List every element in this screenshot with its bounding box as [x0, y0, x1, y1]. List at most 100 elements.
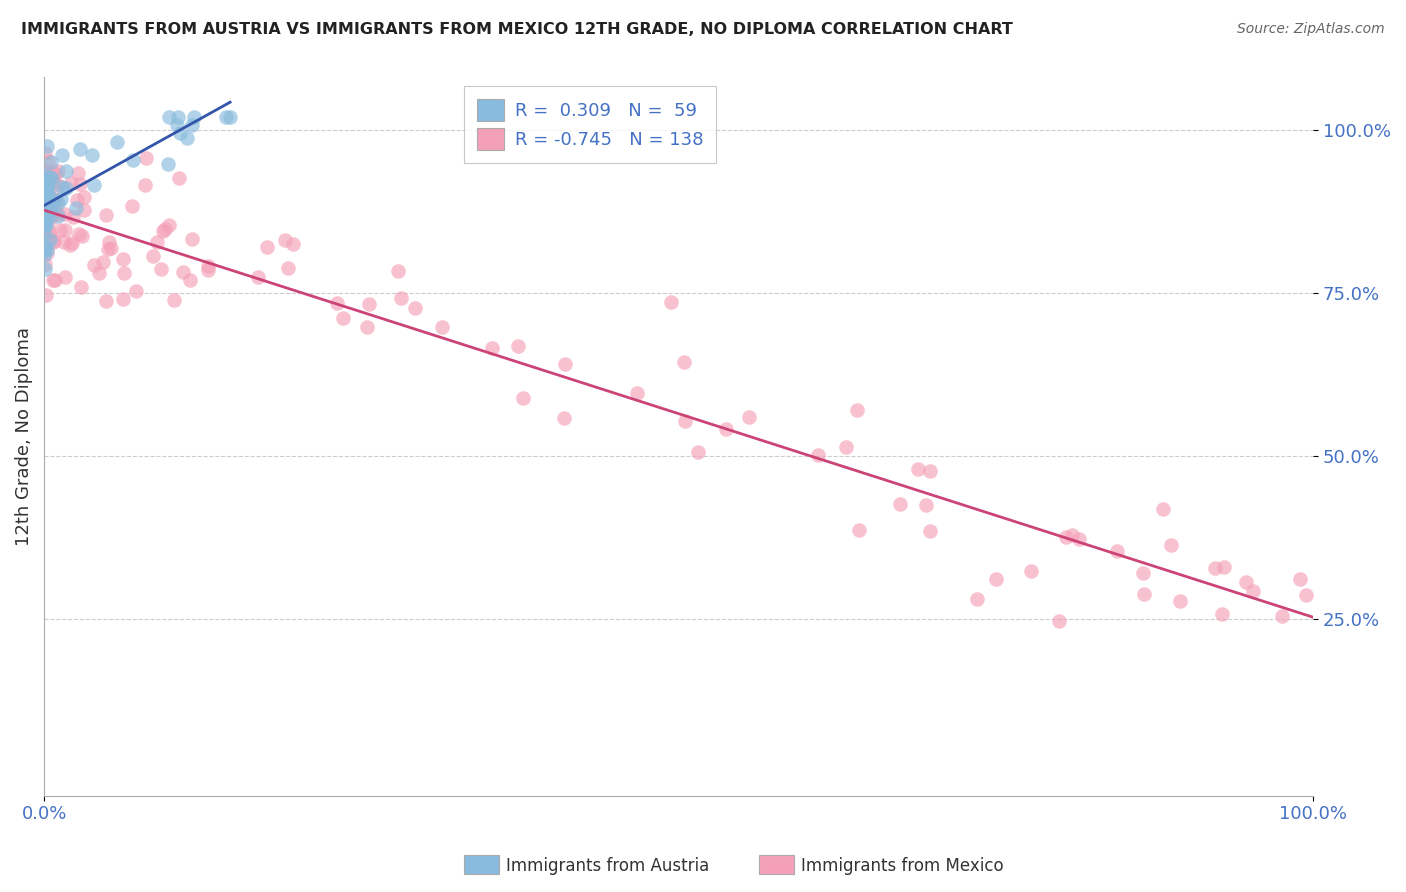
- Text: IMMIGRANTS FROM AUSTRIA VS IMMIGRANTS FROM MEXICO 12TH GRADE, NO DIPLOMA CORRELA: IMMIGRANTS FROM AUSTRIA VS IMMIGRANTS FR…: [21, 22, 1012, 37]
- Point: [283, 236, 305, 251]
- Point: [35, 183, 58, 197]
- Point: [37, 138, 59, 153]
- Point: [357, 297, 380, 311]
- Point: [554, 357, 576, 371]
- Point: [848, 523, 870, 537]
- Point: [39, 226, 62, 240]
- Point: [52, 235, 75, 249]
- Point: [1132, 566, 1154, 581]
- Point: [1067, 532, 1090, 546]
- Text: Source: ZipAtlas.com: Source: ZipAtlas.com: [1237, 22, 1385, 37]
- Point: [152, 224, 174, 238]
- Point: [34, 200, 56, 214]
- Point: [181, 118, 204, 132]
- Point: [356, 319, 378, 334]
- Point: [73, 203, 96, 218]
- Point: [38, 169, 60, 184]
- Point: [69, 142, 91, 156]
- Point: [1160, 538, 1182, 552]
- Point: [156, 157, 179, 171]
- Point: [181, 232, 204, 246]
- Point: [41, 199, 63, 213]
- Point: [53, 222, 76, 236]
- Y-axis label: 12th Grade, No Diploma: 12th Grade, No Diploma: [15, 327, 32, 546]
- Point: [48, 164, 70, 178]
- Point: [1047, 615, 1070, 629]
- Point: [1152, 501, 1174, 516]
- Point: [918, 524, 941, 538]
- Point: [1271, 609, 1294, 624]
- Point: [39, 211, 62, 226]
- Point: [247, 270, 270, 285]
- Point: [918, 464, 941, 478]
- Point: [35, 243, 58, 257]
- Point: [41, 191, 63, 205]
- Point: [659, 294, 682, 309]
- Point: [37, 211, 59, 225]
- Point: [35, 287, 58, 301]
- Point: [714, 422, 737, 436]
- Point: [66, 193, 89, 207]
- Point: [39, 154, 62, 169]
- Point: [37, 181, 59, 195]
- Point: [274, 233, 297, 247]
- Point: [1204, 560, 1226, 574]
- Point: [135, 151, 157, 165]
- Point: [807, 448, 830, 462]
- Point: [183, 110, 205, 124]
- Point: [219, 110, 242, 124]
- Point: [87, 266, 110, 280]
- Point: [389, 291, 412, 305]
- Point: [42, 234, 65, 248]
- Point: [80, 147, 103, 161]
- Point: [66, 166, 89, 180]
- Point: [39, 209, 62, 223]
- Point: [35, 218, 58, 232]
- Point: [277, 260, 299, 275]
- Point: [93, 254, 115, 268]
- Point: [1054, 530, 1077, 544]
- Text: Immigrants from Austria: Immigrants from Austria: [506, 857, 710, 875]
- Point: [38, 202, 60, 217]
- Point: [100, 241, 122, 255]
- Point: [32, 198, 55, 212]
- Point: [986, 572, 1008, 586]
- Point: [121, 199, 143, 213]
- Point: [38, 173, 60, 187]
- Point: [42, 165, 65, 179]
- Point: [173, 265, 195, 279]
- Point: [1062, 527, 1084, 541]
- Point: [145, 235, 167, 249]
- Point: [37, 203, 59, 218]
- Point: [42, 176, 65, 190]
- Point: [34, 257, 56, 271]
- Point: [112, 266, 135, 280]
- Point: [37, 166, 59, 180]
- Point: [166, 118, 188, 132]
- Point: [37, 193, 59, 207]
- Point: [62, 210, 84, 224]
- Point: [34, 184, 56, 198]
- Point: [42, 193, 65, 207]
- Point: [34, 239, 56, 253]
- Point: [35, 193, 58, 207]
- Point: [34, 186, 56, 201]
- Point: [512, 392, 534, 406]
- Point: [42, 273, 65, 287]
- Point: [157, 110, 180, 124]
- Point: [65, 201, 87, 215]
- Point: [179, 273, 201, 287]
- Point: [94, 293, 117, 308]
- Point: [835, 440, 858, 454]
- Point: [214, 110, 236, 124]
- Point: [404, 301, 426, 315]
- Point: [34, 170, 56, 185]
- Point: [51, 179, 73, 194]
- Point: [553, 411, 575, 425]
- Point: [34, 188, 56, 202]
- Point: [1295, 588, 1317, 602]
- Point: [32, 203, 55, 218]
- Point: [112, 292, 135, 306]
- Point: [39, 190, 62, 204]
- Point: [42, 203, 65, 218]
